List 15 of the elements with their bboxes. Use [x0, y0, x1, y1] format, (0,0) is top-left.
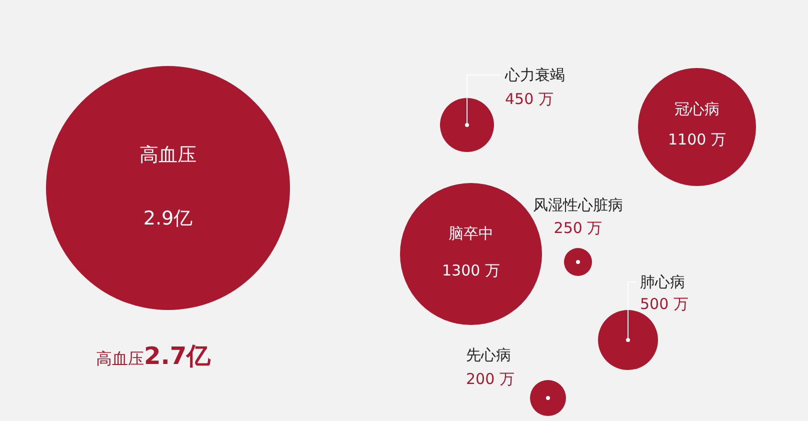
category-label: 先心病: [466, 346, 511, 364]
data-label: 200 万: [466, 370, 514, 388]
data-label: 1100 万: [668, 130, 726, 149]
data-label: 450 万: [505, 90, 554, 108]
category-label: 冠心病: [674, 100, 720, 118]
text: 高血压2.7亿: [96, 342, 212, 370]
data-label: 2.9亿: [143, 208, 193, 230]
data-label: 500 万: [640, 295, 688, 313]
data-label: 1300 万: [442, 261, 500, 280]
data-label: 250 万: [554, 219, 602, 237]
category-label: 风湿性心脏病: [533, 196, 623, 214]
category-label: 心力衰竭: [504, 66, 565, 84]
category-label: 高血压: [140, 144, 196, 166]
category-label: 肺心病: [640, 273, 685, 291]
category-label: 脑卒中: [448, 224, 494, 242]
